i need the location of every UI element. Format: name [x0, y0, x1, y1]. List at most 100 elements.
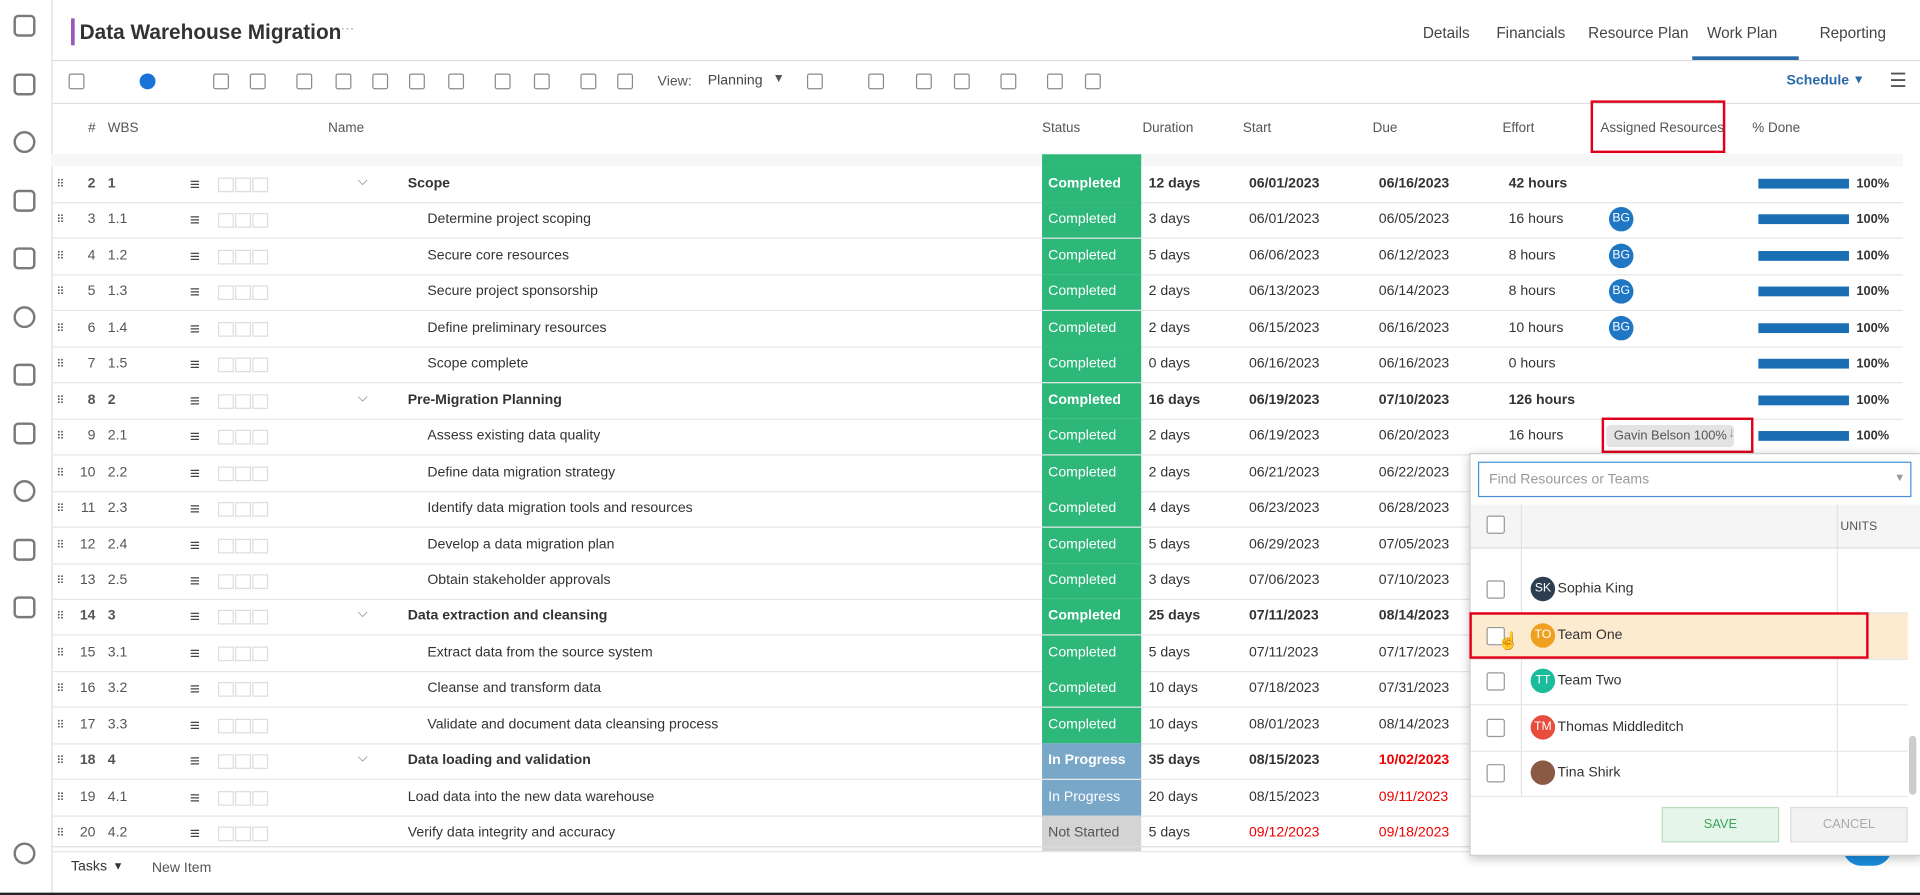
toolbar-icon[interactable] [448, 73, 465, 90]
item-name[interactable]: Team Two [1557, 673, 1622, 689]
drag-handle[interactable]: ⠿ [56, 646, 65, 659]
toolbar-icon[interactable] [806, 73, 823, 90]
item-name[interactable]: Team One [1557, 627, 1623, 643]
toolbar-icon[interactable] [139, 73, 156, 90]
row-menu[interactable]: ≡ [189, 173, 200, 194]
row-menu[interactable]: ≡ [189, 498, 200, 519]
task-row[interactable]: ⠿ 6 1.4 ≡ Define preliminary resources Comple… [51, 310, 1903, 348]
row-menu[interactable]: ≡ [189, 570, 200, 591]
task-row[interactable]: ⠿ 4 1.2 ≡ Secure core resources Completed 5 da… [51, 238, 1903, 276]
task-row[interactable]: ⠿ 2 1 ≡ ⌵ Scope Completed 12 days 06/01/2023 06/1… [51, 166, 1903, 204]
row-menu[interactable]: ≡ [189, 462, 200, 482]
row-menu[interactable]: ≡ [189, 282, 200, 302]
tasks-tab[interactable]: Tasks [71, 859, 108, 875]
resource-avatar[interactable]: BG [1608, 243, 1634, 269]
nav-tab[interactable]: Reporting [1819, 24, 1886, 42]
sidebar-icon[interactable] [13, 247, 36, 270]
drag-handle[interactable]: ⠿ [56, 249, 65, 262]
toolbar-icon[interactable] [249, 73, 266, 90]
toolbar-icon[interactable] [915, 73, 932, 90]
task-row[interactable]: ⠿ 5 1.3 ≡ Secure project sponsorship Complete… [51, 274, 1903, 312]
nav-tab[interactable]: Financials [1496, 24, 1566, 42]
drag-handle[interactable]: ⠿ [56, 790, 65, 803]
item-checkbox[interactable] [1486, 580, 1505, 599]
select-all[interactable] [1486, 515, 1505, 534]
task-row[interactable]: ⠿ 18 4 ≡ ⌵ Data loading and validation In Prog… [51, 743, 1903, 781]
row-menu[interactable]: ≡ [189, 534, 200, 555]
toolbar-icon[interactable] [68, 73, 85, 90]
task-row[interactable]: ⠿ 16 3.2 ≡ Cleanse and transform data Complet… [51, 671, 1903, 709]
menu-button[interactable]: ☰ [1889, 71, 1907, 92]
drag-handle[interactable]: ⠿ [56, 574, 65, 587]
toolbar-icon[interactable] [213, 73, 229, 90]
cancel-button[interactable]: CANCEL [1790, 806, 1908, 843]
collapse-toggle[interactable]: ⌵ [357, 606, 368, 622]
row-menu[interactable]: ≡ [189, 750, 200, 771]
drag-handle[interactable]: ⠿ [56, 321, 65, 335]
item-name[interactable]: Tina Shirk [1557, 765, 1621, 781]
row-menu[interactable]: ≡ [189, 209, 200, 230]
drag-handle[interactable]: ⠿ [56, 429, 65, 443]
toolbar-icon[interactable] [1000, 73, 1017, 90]
sidebar-icon[interactable] [13, 421, 36, 444]
drag-handle[interactable]: ⠿ [56, 826, 65, 839]
task-row[interactable]: ⠿ 11 2.3 ≡ Identify data migration tools and… [51, 491, 1903, 528]
collapse-toggle[interactable]: ⌵ [357, 173, 368, 189]
task-row[interactable]: ⠿ 10 2.2 ≡ Define data migration strategy Com… [51, 455, 1903, 492]
row-menu[interactable]: ≡ [189, 822, 200, 843]
sidebar-icon[interactable] [13, 189, 36, 212]
resource-chip-arrow[interactable]: ↓ [1727, 426, 1735, 441]
item-checkbox[interactable] [1486, 764, 1505, 783]
task-row[interactable]: ⠿ 7 1.5 ≡ Scope complete Completed 0 days 06/16… [51, 346, 1903, 384]
title-menu[interactable]: ⋯ [340, 22, 355, 37]
item-name[interactable]: Sophia King [1557, 581, 1634, 597]
task-row[interactable]: ⠿ 12 2.4 ≡ Develop a data migration plan Comp… [51, 527, 1903, 564]
drag-handle[interactable]: ⠿ [56, 502, 65, 515]
row-menu[interactable]: ≡ [189, 426, 200, 446]
toolbar-icon[interactable] [533, 73, 550, 90]
view-select[interactable]: Planning [707, 73, 763, 89]
drag-handle[interactable]: ⠿ [56, 718, 65, 731]
toolbar-icon[interactable] [408, 73, 425, 90]
row-menu[interactable]: ≡ [189, 786, 200, 807]
sidebar-icon[interactable] [13, 596, 36, 619]
nav-tab[interactable]: Work Plan [1706, 24, 1778, 42]
toolbar-icon[interactable] [335, 73, 352, 90]
sidebar-icon[interactable] [13, 72, 36, 95]
toolbar-icon[interactable] [953, 73, 970, 90]
task-row[interactable]: ⠿ 3 1.1 ≡ Determine project scoping Completed… [51, 202, 1903, 240]
task-row[interactable]: ⠿ 19 4.1 ≡ Load data into the new data wareh… [51, 779, 1903, 817]
toolbar-icon[interactable] [296, 73, 313, 90]
drag-handle[interactable]: ⠿ [56, 213, 65, 226]
toolbar-icon[interactable] [1046, 73, 1063, 90]
sidebar-icon[interactable] [13, 305, 36, 328]
row-menu[interactable]: ≡ [189, 354, 200, 374]
search-box[interactable] [1477, 461, 1912, 498]
resource-avatar[interactable]: BG [1608, 315, 1634, 341]
toolbar-icon[interactable] [617, 73, 634, 90]
toolbar-icon[interactable] [372, 73, 389, 90]
save-button[interactable]: SAVE [1661, 806, 1780, 843]
drag-handle[interactable]: ⠿ [56, 682, 65, 695]
collapse-toggle[interactable]: ⌵ [357, 750, 368, 766]
row-menu[interactable]: ≡ [189, 245, 200, 266]
resource-chip[interactable]: Gavin Belson 100% [1606, 425, 1735, 448]
row-menu[interactable]: ≡ [189, 318, 200, 338]
drag-handle[interactable]: ⠿ [56, 466, 65, 479]
collapse-toggle[interactable]: ⌵ [357, 390, 368, 405]
task-row[interactable]: ⠿ 15 3.1 ≡ Extract data from the source syst… [51, 635, 1903, 673]
sidebar-icon[interactable] [13, 363, 36, 386]
nav-tab[interactable]: Details [1422, 24, 1470, 42]
row-menu[interactable]: ≡ [189, 606, 200, 627]
task-row[interactable]: ⠿ 8 2 ≡ ⌵ Pre-Migration Planning Completed 16 d… [51, 382, 1903, 420]
sidebar-icon[interactable] [13, 842, 36, 865]
toolbar-icon[interactable] [580, 73, 597, 90]
task-row[interactable]: ⠿ 9 2.1 ≡ Assess existing data quality Comple… [51, 418, 1903, 456]
toolbar-icon[interactable] [1084, 73, 1101, 90]
row-menu[interactable]: ≡ [189, 642, 200, 663]
task-row[interactable]: ⠿ 14 3 ≡ ⌵ Data extraction and cleansing Compl… [51, 599, 1903, 636]
row-menu[interactable]: ≡ [189, 390, 200, 410]
resource-avatar[interactable]: BG [1608, 279, 1634, 305]
resource-avatar[interactable]: BG [1608, 207, 1634, 232]
drag-handle[interactable]: ⠿ [56, 610, 65, 623]
